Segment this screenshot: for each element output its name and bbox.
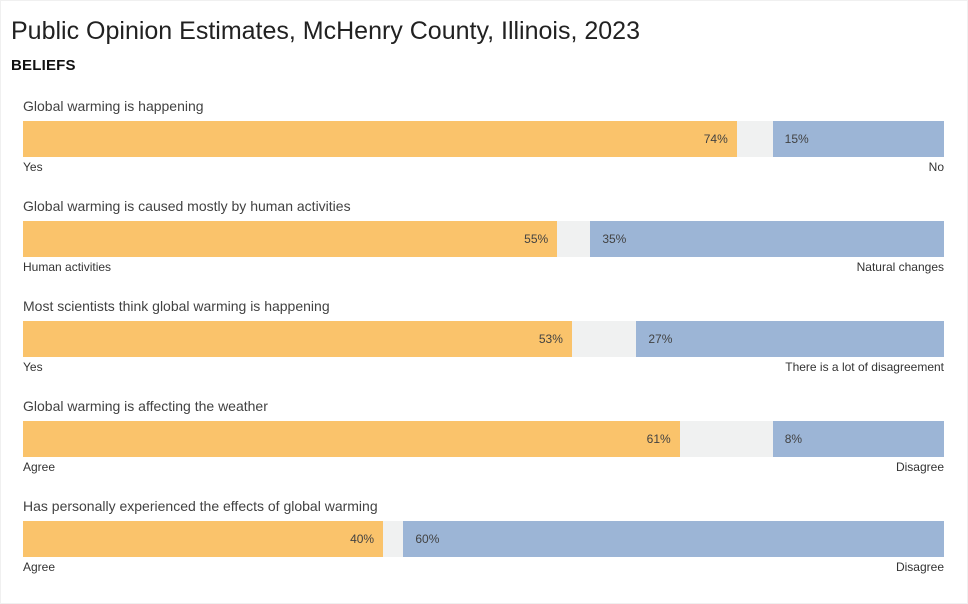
belief-question: Global warming is caused mostly by human… [23,198,351,214]
axis-label-right: There is a lot of disagreement [785,360,944,374]
axis-labels: Agree Disagree [23,560,944,574]
bar-segment-left: 40% [23,521,384,557]
belief-question: Global warming is affecting the weather [23,398,268,414]
axis-label-left: Yes [23,160,43,174]
axis-labels: Agree Disagree [23,460,944,474]
axis-labels: Yes There is a lot of disagreement [23,360,944,374]
pct-label-right: 35% [602,232,627,246]
bar-segment-gap [736,121,773,157]
belief-bar: 74% 15% [23,121,944,157]
belief-rows: Global warming is happening 74% 15% Yes … [23,98,944,574]
belief-bar: 61% 8% [23,421,944,457]
bar-segment-gap [557,221,591,257]
axis-label-right: Disagree [895,460,944,474]
page-title: Public Opinion Estimates, McHenry County… [11,17,640,45]
axis-label-right: Disagree [895,560,944,574]
bar-segment-left: 61% [23,421,680,457]
bar-segment-right: 35% [590,221,944,257]
pct-label-right: 27% [648,332,673,346]
bar-segment-left: 53% [23,321,572,357]
belief-bar: 55% 35% [23,221,944,257]
pct-label-left: 74% [703,132,728,146]
bar-segment-right: 8% [772,421,944,457]
bar-segment-right: 15% [772,121,944,157]
belief-row: Global warming is affecting the weather … [23,398,944,474]
bar-segment-gap [571,321,637,357]
pct-label-left: 53% [538,332,563,346]
pct-label-left: 40% [350,532,375,546]
belief-row: Global warming is happening 74% 15% Yes … [23,98,944,174]
belief-question: Global warming is happening [23,98,204,114]
belief-row: Most scientists think global warming is … [23,298,944,374]
belief-bar: 53% 27% [23,321,944,357]
axis-label-left: Agree [23,560,56,574]
pct-label-right: 15% [784,132,809,146]
bar-segment-gap [383,521,404,557]
bar-segment-left: 74% [23,121,737,157]
bar-segment-left: 55% [23,221,558,257]
belief-question: Has personally experienced the effects o… [23,498,378,514]
belief-question: Most scientists think global warming is … [23,298,330,314]
belief-row: Global warming is caused mostly by human… [23,198,944,274]
section-label: BELIEFS [11,57,76,74]
pct-label-left: 55% [524,232,549,246]
axis-label-left: Human activities [23,260,112,274]
axis-labels: Yes No [23,160,944,174]
axis-label-left: Yes [23,360,43,374]
bar-segment-right: 60% [403,521,944,557]
bar-segment-right: 27% [636,321,944,357]
pct-label-right: 60% [415,532,440,546]
belief-row: Has personally experienced the effects o… [23,498,944,574]
axis-label-left: Agree [23,460,56,474]
axis-label-right: Natural changes [856,260,944,274]
axis-label-right: No [928,160,944,174]
pct-label-left: 61% [646,432,671,446]
belief-bar: 40% 60% [23,521,944,557]
bar-segment-gap [679,421,773,457]
pct-label-right: 8% [784,432,803,446]
axis-labels: Human activities Natural changes [23,260,944,274]
